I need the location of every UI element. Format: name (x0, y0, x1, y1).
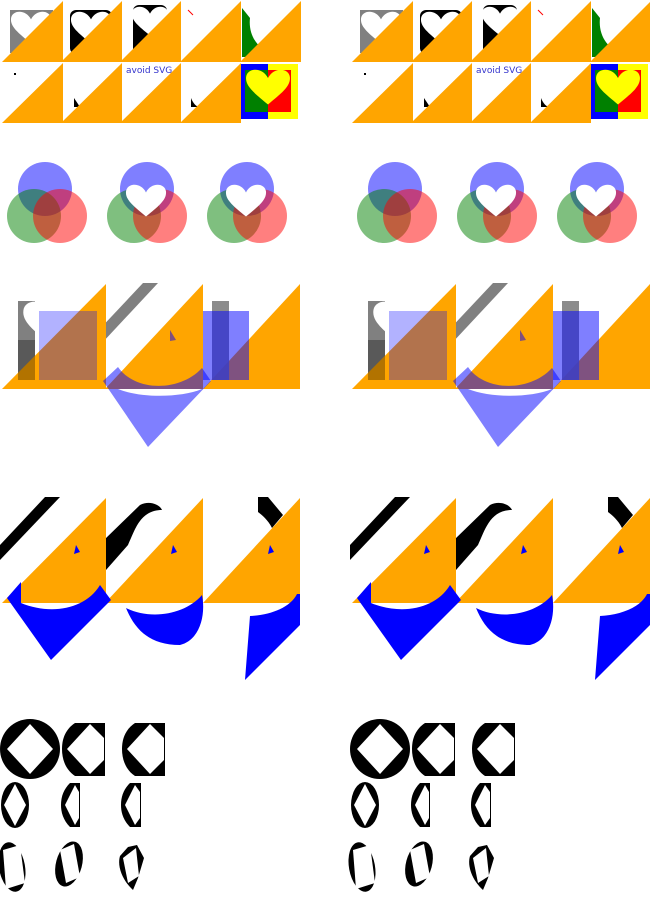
cell-text: avoid SVG (126, 66, 172, 76)
cell-text-reference: avoid SVG (476, 66, 522, 76)
reference-panel (345, 1, 650, 894)
test-panel (0, 1, 301, 894)
